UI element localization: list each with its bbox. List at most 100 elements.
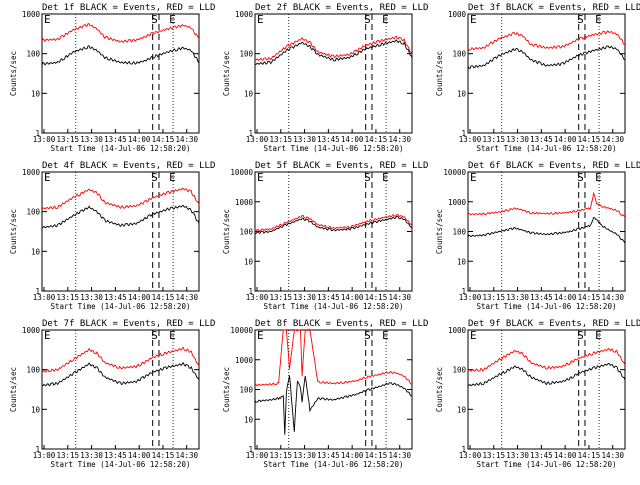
x-tick-label: 13:45 — [104, 293, 127, 302]
x-tick-label: 13:00 — [246, 135, 269, 144]
x-axis-label: Start Time (14-Jul-06 12:58:20) — [477, 460, 617, 469]
lld-series — [254, 35, 413, 62]
x-tick-label: 14:00 — [341, 293, 364, 302]
y-tick-label: 1000 — [448, 10, 467, 19]
chart-title: Det 2f BLACK = Events, RED = LLD — [255, 3, 428, 13]
x-tick-label: 14:15 — [578, 135, 601, 144]
left-marker: E — [44, 13, 51, 26]
plot-frame — [467, 13, 626, 134]
chart-title: Det 7f BLACK = Events, RED = LLD — [42, 319, 215, 329]
y-tick-label: 100 — [26, 50, 40, 59]
x-tick-label: 14:15 — [365, 135, 388, 144]
y-tick-label: 100 — [239, 386, 253, 395]
x-tick-label: 14:00 — [341, 451, 364, 460]
x-tick-label: 13:15 — [56, 135, 79, 144]
end-marker: E — [595, 171, 602, 184]
y-tick-label: 10000 — [443, 168, 466, 177]
y-tick-label: 10 — [457, 405, 467, 414]
lld-series — [41, 346, 200, 373]
chart-title: Det 4f BLACK = Events, RED = LLD — [42, 161, 215, 171]
x-axis-label: Start Time (14-Jul-06 12:58:20) — [264, 144, 404, 153]
x-tick-label: 14:15 — [152, 451, 175, 460]
y-tick-label: 1 — [461, 445, 466, 454]
plot-frame — [254, 171, 413, 292]
x-tick-label: 14:00 — [128, 135, 151, 144]
end-marker: E — [595, 13, 602, 26]
events-series — [467, 45, 626, 69]
y-tick-label: 1000 — [235, 10, 254, 19]
x-axis-label: Start Time (14-Jul-06 12:58:20) — [264, 460, 404, 469]
left-marker: E — [257, 171, 264, 184]
start-marker: S — [364, 329, 371, 342]
y-tick-label: 10000 — [230, 326, 253, 335]
x-tick-label: 14:15 — [152, 135, 175, 144]
x-tick-label: 13:15 — [56, 451, 79, 460]
x-tick-label: 13:00 — [246, 293, 269, 302]
x-tick-label: 13:45 — [530, 451, 553, 460]
y-tick-label: 1 — [35, 129, 40, 138]
y-axis-label: Counts/sec — [435, 51, 444, 96]
events-series — [254, 375, 413, 435]
x-axis-label: Start Time (14-Jul-06 12:58:20) — [51, 144, 191, 153]
x-tick-label: 13:45 — [317, 293, 340, 302]
x-tick-label: 14:15 — [365, 451, 388, 460]
y-tick-label: 10 — [244, 415, 254, 424]
y-tick-label: 100 — [239, 228, 253, 237]
x-tick-label: 14:30 — [388, 135, 411, 144]
x-tick-label: 14:30 — [175, 135, 198, 144]
x-tick-label: 13:30 — [80, 293, 103, 302]
end-marker: E — [169, 329, 176, 342]
y-tick-label: 1000 — [448, 198, 467, 207]
chart-title: Det 1f BLACK = Events, RED = LLD — [42, 3, 215, 13]
y-tick-label: 10 — [244, 257, 254, 266]
x-tick-label: 14:00 — [128, 451, 151, 460]
x-tick-label: 13:00 — [459, 135, 482, 144]
x-tick-label: 13:45 — [530, 293, 553, 302]
start-marker: S — [577, 329, 584, 342]
left-marker: E — [44, 329, 51, 342]
x-tick-label: 14:30 — [175, 451, 198, 460]
left-marker: E — [470, 171, 477, 184]
chart-title: Det 5f BLACK = Events, RED = LLD — [255, 161, 428, 171]
y-tick-label: 1000 — [22, 326, 41, 335]
start-marker: S — [364, 171, 371, 184]
start-marker: S — [364, 13, 371, 26]
chart-title: Det 3f BLACK = Events, RED = LLD — [468, 3, 640, 13]
plot-frame — [254, 13, 413, 134]
y-tick-label: 10000 — [230, 168, 253, 177]
y-tick-label: 100 — [239, 50, 253, 59]
lld-series — [467, 347, 626, 372]
y-tick-label: 1000 — [448, 326, 467, 335]
events-series — [254, 39, 413, 66]
y-tick-label: 1000 — [235, 198, 254, 207]
lld-series — [467, 191, 626, 218]
x-tick-label: 14:15 — [365, 293, 388, 302]
x-tick-label: 13:15 — [482, 293, 505, 302]
chart-title: Det 8f BLACK = Events, RED = LLD — [255, 319, 428, 329]
y-tick-label: 1000 — [22, 10, 41, 19]
y-tick-label: 1000 — [235, 356, 254, 365]
start-marker: S — [151, 171, 158, 184]
x-tick-label: 13:30 — [293, 451, 316, 460]
x-tick-label: 13:30 — [80, 135, 103, 144]
x-tick-label: 14:00 — [128, 293, 151, 302]
lld-series — [254, 328, 413, 387]
lld-series — [41, 22, 200, 44]
y-tick-label: 10 — [31, 247, 41, 256]
y-tick-label: 100 — [26, 366, 40, 375]
x-tick-label: 14:15 — [578, 451, 601, 460]
end-marker: E — [382, 13, 389, 26]
plot-frame — [467, 329, 626, 450]
start-marker: S — [577, 171, 584, 184]
chart-title: Det 9f BLACK = Events, RED = LLD — [468, 319, 640, 329]
events-series — [41, 205, 200, 229]
x-axis-label: Start Time (14-Jul-06 12:58:20) — [477, 302, 617, 311]
x-tick-label: 13:30 — [293, 135, 316, 144]
left-marker: E — [470, 13, 477, 26]
